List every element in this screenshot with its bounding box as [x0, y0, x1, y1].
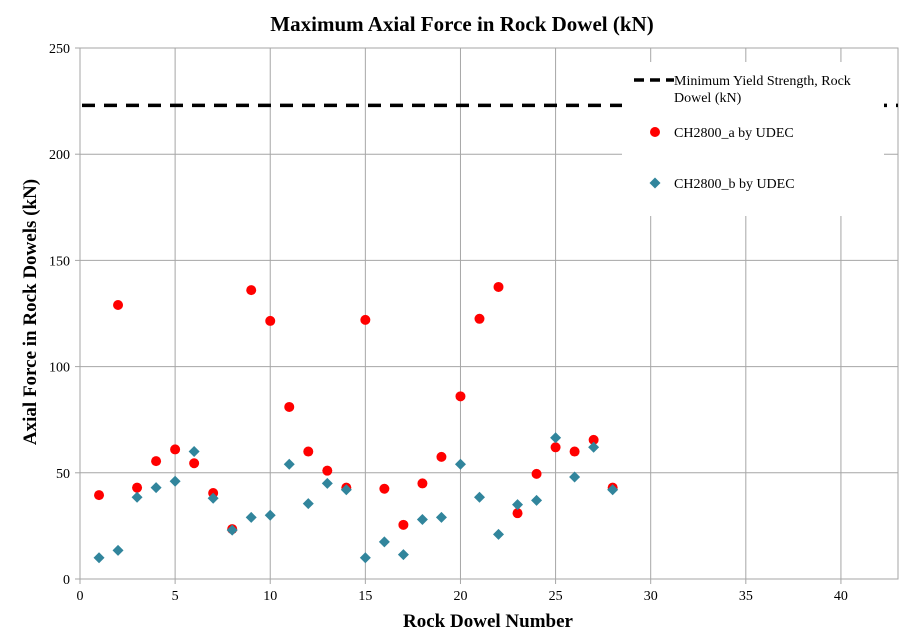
data-point-series-a [132, 482, 143, 493]
data-point-series-b [150, 482, 162, 494]
y-tick-label: 100 [49, 361, 70, 376]
data-point-series-a [512, 508, 523, 519]
data-point-series-a [436, 451, 447, 462]
data-point-series-a [569, 446, 580, 457]
data-point-series-b [207, 492, 219, 504]
legend: Minimum Yield Strength, Rock Dowel (kN) CH… [622, 62, 884, 216]
data-point-series-a [417, 478, 428, 489]
data-point-series-a [284, 401, 295, 412]
chart-title: Maximum Axial Force in Rock Dowel (kN) [270, 12, 653, 36]
y-tick-label: 150 [49, 254, 70, 269]
data-point-series-a [455, 391, 466, 402]
legend-label-series-b: CH2800_b by UDEC [674, 177, 795, 192]
legend-label-series-a: CH2800_a by UDEC [674, 126, 794, 141]
data-point-series-b [607, 484, 619, 496]
data-point-series-b [416, 514, 428, 526]
data-point-series-b [226, 524, 238, 536]
x-tick-label: 35 [739, 589, 753, 604]
legend-swatch-series-b [649, 177, 661, 189]
data-point-series-a [113, 300, 124, 311]
data-point-series-b [397, 549, 409, 561]
data-point-series-a [588, 434, 599, 445]
plot-area [79, 47, 899, 580]
data-point-series-a [550, 442, 561, 453]
data-point-series-b [435, 511, 447, 523]
data-point-series-b [493, 528, 505, 540]
legend-label-reference-line: Dowel (kN) [674, 91, 742, 106]
data-point-series-a [151, 456, 162, 467]
legend-swatch-series-a [650, 127, 660, 137]
data-point-series-a [474, 313, 485, 324]
data-point-series-b [340, 484, 352, 496]
data-point-series-b [245, 511, 257, 523]
data-point-series-a [94, 490, 105, 501]
data-point-series-b [569, 471, 581, 483]
y-tick-label: 50 [56, 467, 70, 482]
data-point-series-a [531, 468, 542, 479]
data-point-series-b [169, 475, 181, 487]
data-point-series-b [188, 446, 200, 458]
data-points [93, 281, 619, 564]
data-point-series-b [473, 491, 485, 503]
y-tick-label: 200 [49, 148, 70, 163]
data-point-series-a [379, 483, 390, 494]
data-point-series-a [493, 281, 504, 292]
legend-label-reference-line: Minimum Yield Strength, Rock [674, 74, 851, 89]
x-tick-label: 5 [172, 589, 179, 604]
data-point-series-a [398, 519, 409, 530]
x-tick-label: 0 [77, 589, 84, 604]
y-tick-label: 250 [49, 42, 70, 57]
data-point-series-a [360, 314, 371, 325]
data-point-series-b [531, 494, 543, 506]
data-point-series-b [93, 552, 105, 564]
x-tick-label: 15 [358, 589, 372, 604]
y-axis-label: Axial Force in Rock Dowels (kN) [20, 179, 41, 445]
data-point-series-a [303, 446, 314, 457]
x-tick-label: 25 [549, 589, 563, 604]
data-point-series-b [359, 552, 371, 564]
data-point-series-b [302, 498, 314, 510]
x-tick-label: 10 [263, 589, 277, 604]
data-point-series-a [189, 458, 200, 469]
x-axis-label: Rock Dowel Number [403, 611, 573, 632]
data-point-series-b [112, 544, 124, 556]
data-point-series-b [512, 499, 524, 511]
data-point-series-a [170, 444, 181, 455]
data-point-series-b [454, 458, 466, 470]
data-point-series-a [322, 465, 333, 476]
data-point-series-b [550, 432, 562, 444]
axis-ticks: 0 5 10 15 20 25 30 35 40 0 50 100 150 200 250 [49, 42, 848, 604]
x-tick-label: 30 [644, 589, 658, 604]
data-point-series-b [283, 458, 295, 470]
x-tick-label: 40 [834, 589, 848, 604]
data-point-series-a [265, 315, 276, 326]
legend-background [622, 62, 884, 216]
x-tick-label: 20 [453, 589, 467, 604]
data-point-series-b [131, 491, 143, 503]
data-point-series-a [246, 285, 257, 296]
data-point-series-b [321, 477, 333, 489]
data-point-series-b [588, 441, 600, 453]
data-point-series-b [378, 536, 390, 548]
y-tick-label: 0 [63, 573, 70, 588]
data-point-series-b [264, 509, 276, 521]
